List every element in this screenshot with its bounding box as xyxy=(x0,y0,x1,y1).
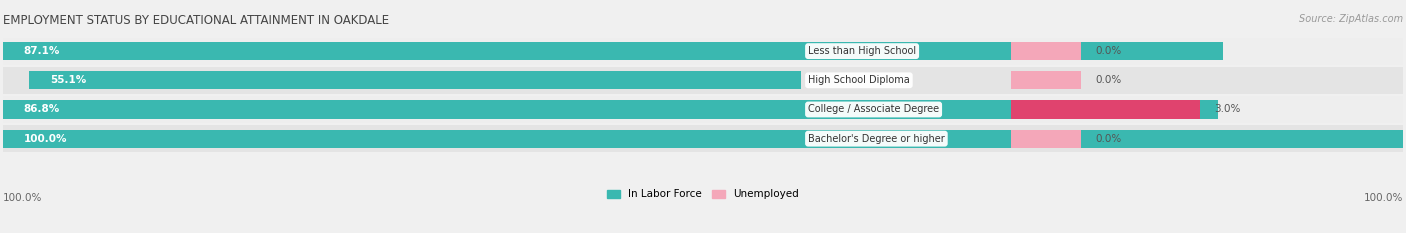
Text: 100.0%: 100.0% xyxy=(3,193,42,203)
Text: 0.0%: 0.0% xyxy=(1095,75,1122,85)
Bar xyxy=(3,130,1403,148)
Text: High School Diploma: High School Diploma xyxy=(808,75,910,85)
Text: 3.0%: 3.0% xyxy=(1215,104,1240,114)
Text: 100.0%: 100.0% xyxy=(24,134,67,144)
Bar xyxy=(1011,130,1081,148)
Bar xyxy=(3,38,1403,65)
Text: Less than High School: Less than High School xyxy=(808,46,917,56)
Bar xyxy=(1011,42,1081,60)
Text: EMPLOYMENT STATUS BY EDUCATIONAL ATTAINMENT IN OAKDALE: EMPLOYMENT STATUS BY EDUCATIONAL ATTAINM… xyxy=(3,14,389,27)
Text: 87.1%: 87.1% xyxy=(24,46,60,56)
Text: College / Associate Degree: College / Associate Degree xyxy=(808,104,939,114)
Text: 0.0%: 0.0% xyxy=(1095,46,1122,56)
Text: 55.1%: 55.1% xyxy=(51,75,87,85)
Text: 100.0%: 100.0% xyxy=(1364,193,1403,203)
Bar xyxy=(3,125,1403,152)
Text: Bachelor's Degree or higher: Bachelor's Degree or higher xyxy=(808,134,945,144)
Bar xyxy=(1011,71,1081,89)
Bar xyxy=(3,96,1403,123)
Bar xyxy=(3,42,1223,60)
Bar xyxy=(1011,100,1201,119)
Text: 86.8%: 86.8% xyxy=(24,104,60,114)
Legend: In Labor Force, Unemployed: In Labor Force, Unemployed xyxy=(603,185,803,203)
Bar xyxy=(30,71,801,89)
Text: 0.0%: 0.0% xyxy=(1095,134,1122,144)
Bar xyxy=(3,67,1403,94)
Bar xyxy=(3,100,1219,119)
Text: Source: ZipAtlas.com: Source: ZipAtlas.com xyxy=(1299,14,1403,24)
